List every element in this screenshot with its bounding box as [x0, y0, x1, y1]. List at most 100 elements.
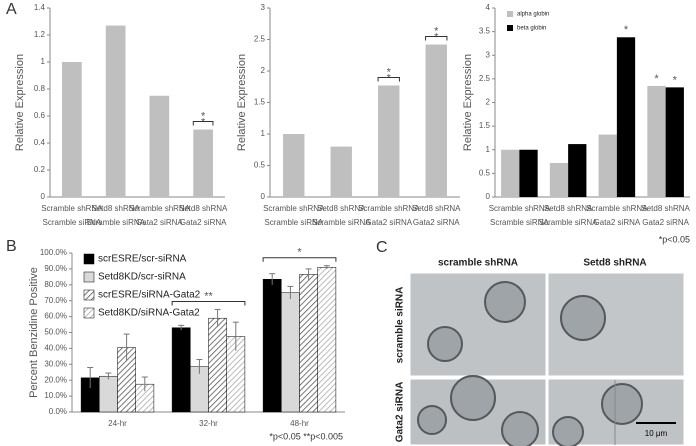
y-axis-label: Relative Expression [462, 54, 474, 151]
y-tick-label: 0 [261, 192, 266, 201]
bar [519, 149, 538, 197]
x-tick-label: Gata2 siRNA [413, 218, 460, 227]
y-tick-label: 10.0% [44, 391, 67, 400]
x-tick-label: Setd8 shRNA [412, 204, 461, 213]
x-tick-label: Gata2 siRNA [365, 218, 412, 227]
y-tick-label: 1 [486, 145, 491, 154]
bar [616, 37, 636, 197]
y-tick-label: 80.0% [44, 280, 67, 289]
x-tick-label: Gata2 siRNA [594, 218, 641, 227]
bar [149, 95, 170, 197]
y-tick-label: 40.0% [44, 344, 67, 353]
x-tick-label: 48-hr [290, 419, 309, 428]
cells [417, 281, 643, 446]
y-axis-label: Relative Expression [236, 54, 248, 151]
y-tick-label: 30.0% [44, 359, 67, 368]
bar [171, 327, 191, 413]
x-tick-label: Setd8 shRNA [179, 204, 228, 213]
legend-swatch [83, 253, 95, 265]
panel-label: B [6, 238, 17, 255]
bar [317, 267, 337, 413]
x-tick-label: Setd8 shRNA [317, 204, 366, 213]
y-tick-label: 20.0% [44, 375, 67, 384]
image-cell [409, 272, 547, 377]
x-tick-label: Scramble siRNA [264, 218, 323, 227]
y-tick-label: 1.4 [34, 3, 46, 12]
x-tick-label: Scramble shRNA [586, 204, 648, 213]
significance-label: * [673, 74, 678, 86]
y-tick-label: 1.5 [479, 121, 491, 130]
x-tick-label: Scramble siRNA [43, 218, 102, 227]
y-tick-label: 2.5 [254, 35, 266, 44]
bar [330, 146, 352, 197]
legend-label: alpha globin [517, 12, 549, 18]
bar [501, 149, 520, 197]
significance-bracket [425, 36, 448, 41]
panel-label: C [376, 239, 388, 256]
y-tick-label: 1.2 [34, 30, 46, 39]
y-tick-label: 2.5 [479, 74, 491, 83]
column-label: scramble shRNA [438, 258, 518, 269]
bar [378, 85, 400, 197]
y-tick-label: 2 [261, 66, 266, 75]
x-tick-label: Scramble siRNA [539, 218, 598, 227]
significance-label: * [624, 24, 629, 36]
significance-label: * [201, 110, 206, 122]
scale-bar-label: 10 μm [645, 429, 668, 438]
panel-label: A [6, 1, 17, 18]
y-tick-label: 0.5 [254, 161, 266, 170]
y-tick-label: 2 [486, 98, 491, 107]
column-label: Setd8 shRNA [583, 258, 646, 269]
bar [193, 129, 213, 197]
legend-swatch [83, 307, 95, 319]
legend-swatch [83, 289, 95, 301]
x-tick-label: Scramble shRNA [41, 204, 103, 213]
y-tick-label: 100.0% [40, 248, 67, 257]
significance-label: * [387, 66, 392, 78]
significance-label: * [387, 72, 392, 84]
x-tick-label: Setd8 shRNA [544, 204, 593, 213]
significance-bracket [192, 121, 214, 126]
y-axis-label: Percent Benzidine Positive [28, 267, 40, 398]
legend-label: Setd8KD/scr-siRNA [98, 272, 186, 283]
bar [549, 162, 569, 197]
bar [299, 274, 318, 413]
significance-label: * [434, 25, 439, 37]
x-tick-label: Scramble shRNA [263, 204, 325, 213]
y-tick-label: 0 [41, 192, 46, 201]
y-tick-label: 90.0% [44, 264, 67, 273]
significance-label: * [297, 247, 302, 259]
y-tick-label: 0.0% [49, 407, 67, 416]
legend-swatch [507, 25, 513, 31]
significance-label: * [434, 31, 439, 43]
x-tick-label: 24-hr [108, 419, 127, 428]
x-tick-label: Scramble shRNA [358, 204, 420, 213]
legend-label: Setd8KD/siRNA-Gata2 [98, 308, 200, 319]
legend-label: scrESRE/scr-siRNA [98, 254, 187, 265]
x-tick-label: 32-hr [199, 419, 218, 428]
y-tick-label: 3.5 [479, 27, 491, 36]
y-tick-label: 1 [41, 57, 46, 66]
y-tick-label: 1.5 [254, 98, 266, 107]
legend-label: scrESRE/siRNA-Gata2 [98, 290, 201, 301]
x-tick-label: Gata2 siRNA [136, 218, 183, 227]
bar [665, 87, 684, 197]
note: *p<0.05 **p<0.005 [269, 431, 343, 441]
x-tick-label: Scramble shRNA [489, 204, 551, 213]
x-tick-label: Gata2 siRNA [642, 218, 689, 227]
y-tick-label: 1 [261, 129, 266, 138]
bar [262, 278, 282, 413]
bar [568, 144, 587, 197]
bar [99, 375, 118, 413]
bar [105, 25, 126, 197]
bar [598, 134, 617, 197]
y-tick-label: 60.0% [44, 312, 67, 321]
x-tick-label: Scramble siRNA [490, 218, 549, 227]
y-tick-label: 4 [486, 3, 491, 12]
y-tick-label: 0.8 [34, 84, 46, 93]
row-label: scramble siRNA [395, 287, 406, 364]
legend-swatch [507, 11, 513, 17]
y-tick-label: 50.0% [44, 328, 67, 337]
y-tick-label: 3 [486, 50, 491, 59]
